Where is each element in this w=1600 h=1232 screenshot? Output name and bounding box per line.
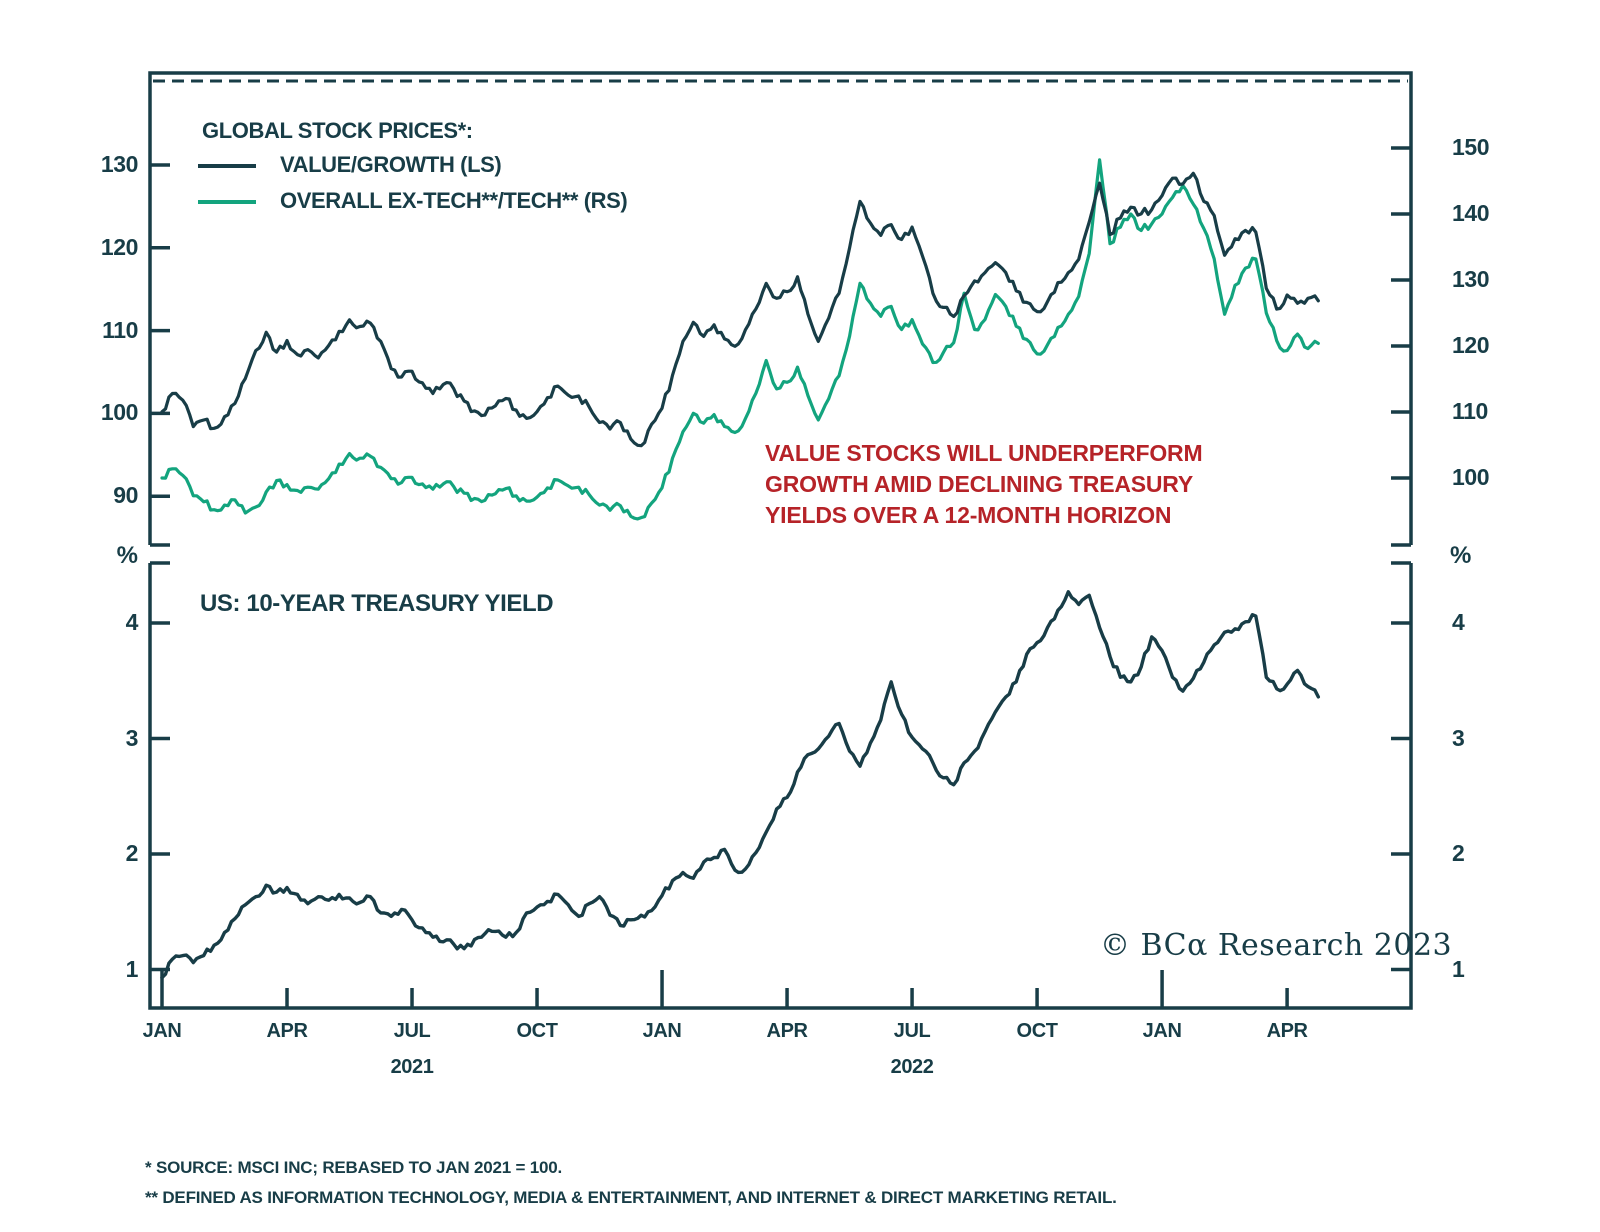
y-tick-label-right: 150 (1452, 134, 1490, 160)
y-tick-label-left: 120 (100, 233, 139, 260)
year-label: 2021 (390, 1056, 434, 1078)
x-axis-label: OCT (516, 1020, 558, 1042)
percent-unit-right: % (1450, 542, 1472, 569)
annotation-line-3: YIELDS OVER A 12-MONTH HORIZON (765, 502, 1172, 528)
top-panel-frame (148, 71, 1413, 545)
y-tick-label-left: 130 (100, 151, 139, 177)
y-tick-label-left: 90 (113, 482, 138, 509)
legend-title: GLOBAL STOCK PRICES*: (202, 118, 473, 143)
x-axis-label: JAN (1142, 1020, 1182, 1042)
percent-unit-left: % (116, 542, 138, 569)
value-growth-line-swatch (198, 164, 256, 168)
x-axis-label: JAN (142, 1020, 182, 1042)
y-tick-label-right: 110 (1452, 398, 1488, 424)
y-tick-label-right: 130 (1452, 266, 1490, 292)
y-tick-label-right: 3 (1452, 724, 1465, 751)
annotation-text: VALUE STOCKS WILL UNDERPERFORM GROWTH AM… (765, 438, 1203, 531)
y-tick-label-left: 4 (125, 609, 139, 635)
legend-label-value-growth: VALUE/GROWTH (LS) (280, 152, 502, 177)
y-tick-label-left: 1 (125, 955, 139, 982)
x-axis-label: APR (1266, 1020, 1308, 1042)
y-tick-label-right: 120 (1452, 332, 1490, 358)
x-axis-label: APR (266, 1020, 308, 1042)
annotation-line-2: GROWTH AMID DECLINING TREASURY (765, 471, 1194, 497)
value-growth-line (160, 171, 1320, 448)
bottom-panel-frame (148, 563, 1413, 1010)
y-tick-label-right: 1 (1452, 955, 1465, 982)
y-tick-label-left: 3 (125, 724, 139, 751)
footnote-definition: ** DEFINED AS INFORMATION TECHNOLOGY, ME… (145, 1188, 1117, 1207)
y-tick-label-right: 2 (1452, 840, 1465, 866)
bottom-panel-title: US: 10-YEAR TREASURY YIELD (200, 590, 554, 617)
y-tick-label-right: 140 (1452, 200, 1490, 226)
copyright-text: © BCα Research 2023 (1100, 928, 1453, 963)
treasury-yield-line (160, 590, 1321, 980)
x-axis-label: JUL (893, 1020, 931, 1042)
x-axis-label: JAN (642, 1020, 682, 1042)
y-tick-label-right: 100 (1452, 464, 1490, 490)
footnote-source: * SOURCE: MSCI INC; REBASED TO JAN 2021 … (145, 1158, 563, 1177)
x-axis-label: APR (766, 1020, 808, 1042)
y-tick-label-left: 2 (125, 840, 139, 866)
y-tick-label-right: 4 (1452, 609, 1465, 635)
ex-tech-line-swatch (198, 200, 256, 204)
ex-tech-tech-line (160, 158, 1320, 521)
y-tick-label-left: 110 (102, 316, 138, 343)
year-label: 2022 (890, 1056, 934, 1078)
x-axis-label: OCT (1016, 1020, 1058, 1042)
y-tick-label-left: 100 (100, 399, 139, 426)
annotation-line-1: VALUE STOCKS WILL UNDERPERFORM (765, 440, 1203, 466)
x-axis-label: JUL (393, 1020, 431, 1042)
legend-label-ex-tech: OVERALL EX-TECH**/TECH** (RS) (280, 188, 628, 213)
